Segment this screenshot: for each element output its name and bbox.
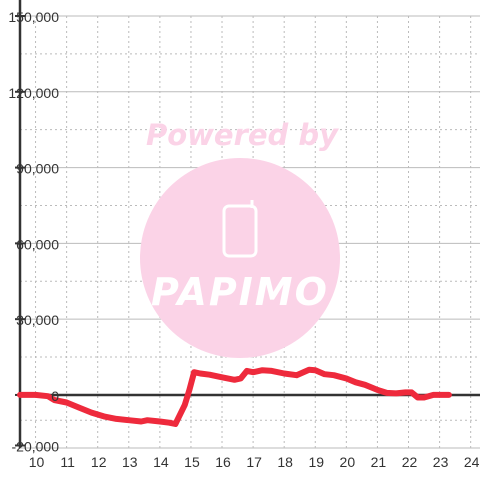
x-tick-label: 15: [184, 454, 200, 470]
watermark-powered-by: Powered by: [146, 118, 339, 152]
x-tick-label: 11: [60, 454, 75, 470]
y-tick-label: -20,000: [12, 438, 60, 454]
x-tick-label: 13: [122, 454, 138, 470]
y-tick-label: 30,000: [16, 312, 59, 328]
watermark-circle: [140, 158, 340, 358]
tick-labels: -20,000 0 30,000 60,000 90,000 120,000 150,000…: [8, 9, 479, 470]
watermark-brand: PAPIMO: [151, 270, 329, 314]
y-tick-label: 150,000: [8, 9, 59, 25]
x-tick-label: 10: [29, 454, 45, 470]
y-tick-label: 120,000: [8, 85, 59, 101]
y-tick-label: 0: [51, 388, 59, 404]
x-tick-label: 19: [308, 454, 324, 470]
x-tick-label: 14: [153, 454, 169, 470]
x-tick-label: 23: [433, 454, 449, 470]
x-tick-label: 12: [91, 454, 107, 470]
y-tick-label: 60,000: [16, 236, 59, 252]
x-tick-label: 24: [464, 454, 480, 470]
x-tick-label: 16: [215, 454, 231, 470]
x-tick-label: 22: [402, 454, 418, 470]
x-tick-label: 21: [371, 454, 387, 470]
x-tick-label: 20: [340, 454, 356, 470]
series-line: [17, 366, 452, 427]
series: [17, 366, 452, 427]
watermark: Powered by PAPIMO: [140, 118, 340, 358]
y-tick-label: 90,000: [16, 161, 59, 177]
phone-icon: [222, 200, 258, 258]
x-tick-label: 18: [277, 454, 293, 470]
x-tick-label: 17: [246, 454, 262, 470]
